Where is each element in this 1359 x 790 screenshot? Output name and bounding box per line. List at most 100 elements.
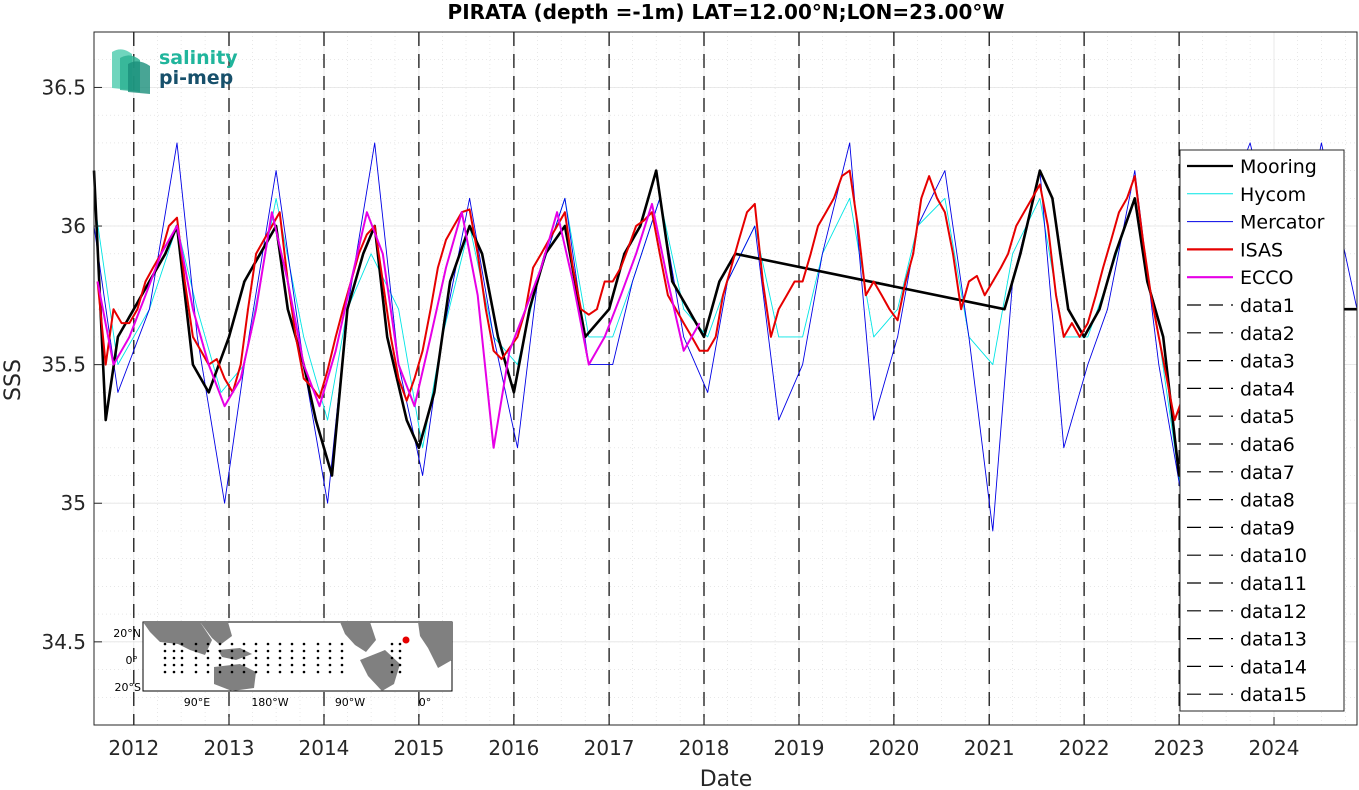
logo-line2: pi-mep <box>159 67 233 89</box>
station-dot <box>180 649 184 653</box>
legend-entry: data2 <box>1187 323 1295 345</box>
station-dot <box>172 642 176 646</box>
legend-label: data10 <box>1240 545 1307 567</box>
legend-label: data13 <box>1240 629 1307 651</box>
station-dot <box>206 642 210 646</box>
legend-entry: data7 <box>1187 462 1295 484</box>
station-dot <box>163 642 167 646</box>
station-dot <box>163 656 167 660</box>
station-dot <box>302 642 306 646</box>
station-dot <box>328 656 332 660</box>
station-dot <box>390 663 394 667</box>
station-dot <box>340 642 344 646</box>
station-dot <box>218 663 222 667</box>
legend-entry: data9 <box>1187 517 1295 539</box>
station-dot <box>266 656 270 660</box>
axis-ticks: 34.5 35 35.5 36 36.5 2012 2013 2014 2015 2016 2017… <box>41 75 1299 760</box>
x-tick-label: 2016 <box>488 736 539 760</box>
legend-entry: data14 <box>1187 656 1307 678</box>
chart-title: PIRATA (depth =-1m) LAT=12.00°N;LON=23.0… <box>448 0 1005 24</box>
station-dot <box>316 663 320 667</box>
station-dot <box>398 656 402 660</box>
station-dot <box>254 656 258 660</box>
station-dot <box>290 656 294 660</box>
station-dot <box>230 663 234 667</box>
legend-label: data8 <box>1240 490 1295 512</box>
legend-label: ISAS <box>1240 239 1283 261</box>
legend-label: data9 <box>1240 517 1295 539</box>
x-tick-label: 2021 <box>964 736 1015 760</box>
station-dot <box>316 642 320 646</box>
legend-label: data2 <box>1240 323 1295 345</box>
station-dot <box>328 649 332 653</box>
series-line-mooring <box>92 169 1357 477</box>
legend-label: Mooring <box>1240 156 1317 178</box>
station-dot <box>163 649 167 653</box>
mooring-stations <box>163 642 402 674</box>
legend-entry: data4 <box>1187 378 1295 400</box>
station-dot <box>290 670 294 674</box>
station-dot <box>230 656 234 660</box>
legend-entry: ISAS <box>1187 239 1283 261</box>
legend-entry: data15 <box>1187 684 1307 706</box>
station-dot <box>302 663 306 667</box>
legend-label: data15 <box>1240 684 1307 706</box>
x-tick-label: 2023 <box>1154 736 1205 760</box>
station-dot <box>194 649 198 653</box>
station-dot <box>278 656 282 660</box>
x-tick-label: 2015 <box>393 736 444 760</box>
station-dot <box>254 642 258 646</box>
station-dot <box>180 670 184 674</box>
station-dot <box>390 649 394 653</box>
station-dot <box>340 663 344 667</box>
station-dot <box>194 670 198 674</box>
station-dot <box>328 642 332 646</box>
station-dot <box>194 642 198 646</box>
legend-entry: data1 <box>1187 295 1295 317</box>
station-dot <box>290 663 294 667</box>
station-dot <box>340 670 344 674</box>
legend-label: data14 <box>1240 656 1307 678</box>
station-dot <box>206 670 210 674</box>
legend-label: Hycom <box>1240 184 1306 206</box>
station-dot <box>180 656 184 660</box>
legend: Mooring Hycom Mercator ISAS ECCO data1 data2 da… <box>1179 149 1345 712</box>
y-tick-label: 35 <box>61 491 86 515</box>
x-tick-label: 2022 <box>1059 736 1110 760</box>
legend-entry: data3 <box>1187 351 1295 373</box>
station-dot <box>398 670 402 674</box>
station-dot <box>218 649 222 653</box>
land-masses <box>143 622 452 691</box>
vertical-markers <box>133 32 1180 725</box>
legend-label: data4 <box>1240 378 1295 400</box>
station-dot <box>266 649 270 653</box>
station-dot <box>172 649 176 653</box>
y-axis-label: SSS <box>1 359 26 401</box>
selected-station-marker <box>402 636 410 644</box>
map-lat-label: 20°S <box>115 681 141 694</box>
station-dot <box>316 670 320 674</box>
map-lon-label: 90°W <box>335 696 365 709</box>
station-dot <box>398 642 402 646</box>
legend-entry: data5 <box>1187 406 1295 428</box>
inset-map: 20°N 0° 20°S 90°E 180°W 90°W 0° <box>113 621 453 709</box>
legend-label: data12 <box>1240 601 1307 623</box>
station-dot <box>242 656 246 660</box>
legend-label: data6 <box>1240 434 1295 456</box>
station-dot <box>180 663 184 667</box>
series-lines <box>92 142 1358 532</box>
x-tick-label: 2020 <box>868 736 919 760</box>
station-dot <box>163 663 167 667</box>
salinity-pi-mep-logo: salinity pi-mep <box>112 47 238 94</box>
station-dot <box>254 649 258 653</box>
x-axis-label: Date <box>700 767 753 790</box>
station-dot <box>242 670 246 674</box>
station-dot <box>266 642 270 646</box>
station-dot <box>180 642 184 646</box>
station-dot <box>290 642 294 646</box>
station-dot <box>194 663 198 667</box>
station-dot <box>290 649 294 653</box>
station-dot <box>278 663 282 667</box>
station-dot <box>328 670 332 674</box>
